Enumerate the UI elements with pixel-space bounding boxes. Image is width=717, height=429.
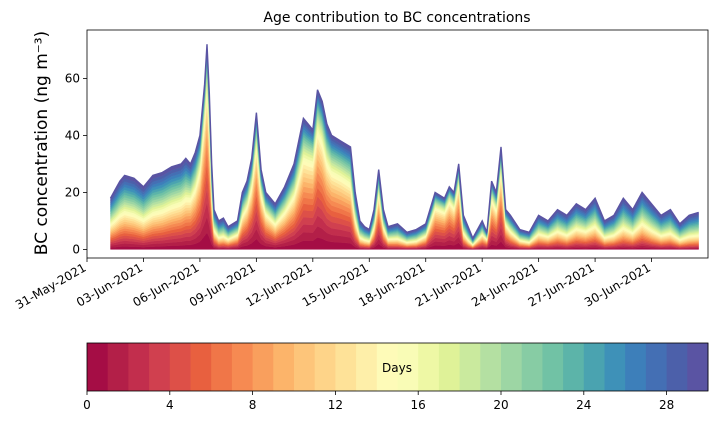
colorbar-swatch [252, 343, 274, 391]
y-tick-label: 20 [65, 185, 80, 199]
colorbar-swatch [273, 343, 295, 391]
colorbar-label: Days [382, 361, 412, 375]
plot-frame [86, 29, 709, 259]
colorbar-swatch [128, 343, 150, 391]
colorbar-swatch [563, 343, 585, 391]
colorbar-tick-label: 24 [576, 398, 591, 412]
colorbar-swatch [314, 343, 336, 391]
colorbar-swatch [294, 343, 316, 391]
colorbar-swatch [418, 343, 440, 391]
colorbar-swatch [356, 343, 378, 391]
colorbar-tick-label: 12 [328, 398, 343, 412]
colorbar-frame [86, 342, 709, 392]
colorbar-swatch [604, 343, 626, 391]
colorbar-tick-label: 28 [659, 398, 674, 412]
stacked-area-layers [109, 44, 699, 250]
colorbar-swatch [645, 343, 668, 391]
colorbar-swatch [480, 343, 502, 391]
colorbar: 0 4 8 12 16 20 24 28 [83, 342, 709, 412]
colorbar-tick-label: 4 [166, 398, 174, 412]
y-axis-label: BC concentration (ng m⁻³) [32, 31, 52, 255]
colorbar-swatch [149, 343, 171, 391]
colorbar-swatch [335, 343, 357, 391]
total-outline [109, 44, 699, 240]
axes: 020406031-May-202103-Jun-202106-Jun-2021… [13, 29, 709, 312]
colorbar-tick-label: 16 [411, 398, 426, 412]
colorbar-tick-label: 0 [83, 398, 91, 412]
colorbar-swatch [231, 343, 254, 391]
colorbar-swatch [687, 343, 709, 391]
colorbar-swatch [169, 343, 191, 391]
y-tick-label: 40 [65, 128, 80, 142]
colorbar-swatch [625, 343, 647, 391]
colorbar-swatch [501, 343, 523, 391]
colorbar-swatch [376, 343, 398, 391]
colorbar-swatch [438, 343, 461, 391]
y-tick-label: 60 [65, 71, 80, 85]
colorbar-tick-label: 20 [493, 398, 508, 412]
colorbar-swatch [583, 343, 605, 391]
colorbar-swatch [521, 343, 543, 391]
colorbar-swatch [542, 343, 564, 391]
colorbar-swatch [190, 343, 212, 391]
colorbar-swatch [87, 343, 109, 391]
colorbar-tick-label: 8 [249, 398, 257, 412]
y-tick-label: 0 [72, 242, 80, 256]
colorbar-swatch [459, 343, 481, 391]
colorbar-swatch [666, 343, 688, 391]
chart-title: Age contribution to BC concentrations [263, 10, 530, 26]
colorbar-swatch [397, 343, 419, 391]
colorbar-swatch [107, 343, 129, 391]
colorbar-swatch [211, 343, 233, 391]
